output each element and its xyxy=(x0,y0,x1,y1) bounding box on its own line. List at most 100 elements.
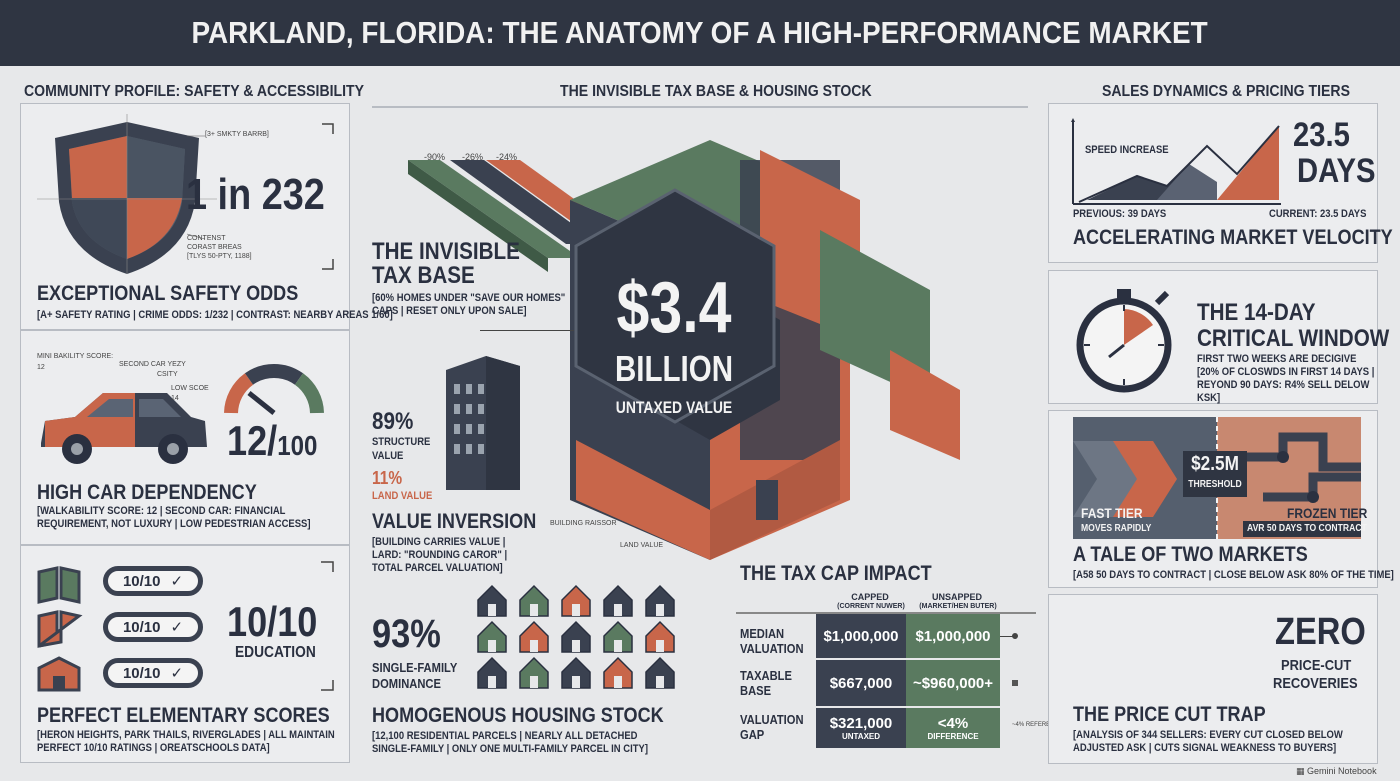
car-heading: HIGH CAR DEPENDENCY xyxy=(37,481,257,504)
check-icon: ✓ xyxy=(170,619,184,636)
velocity-chart-icon xyxy=(1071,118,1281,205)
value-inversion-detail: [BUILDING CARRIES VALUE | LARD: "ROUNDIN… xyxy=(372,536,508,574)
car-label-low-score: LOW SCOE xyxy=(171,385,209,392)
ribbon-label-1: -90% xyxy=(424,152,446,162)
house-icon xyxy=(645,620,675,653)
car-stat-sep: / xyxy=(267,417,278,464)
tax-row1-capped-value: $1,000,000 xyxy=(823,627,899,645)
price-cut-detail: [ANALYSIS OF 344 SELLERS: EVERY CUT CLOS… xyxy=(1073,729,1343,754)
tax-row2-label-1: TAXABLE xyxy=(740,668,792,683)
tax-cap-heading: THE TAX CAP IMPACT xyxy=(740,562,932,585)
window-heading-1: THE 14-DAY xyxy=(1197,299,1316,326)
car-stat-denom: 100 xyxy=(277,430,318,461)
label-land: LAND VALUE xyxy=(620,542,664,549)
stopwatch-icon xyxy=(1076,289,1172,393)
edu-corner-marks xyxy=(321,561,334,691)
safety-stat: 1 in 232 xyxy=(186,170,325,219)
tax-cap-col-uncapped: UNSAPPED xyxy=(931,592,982,602)
house-icon xyxy=(519,656,549,689)
housing-label-2: DOMINANCE xyxy=(372,676,441,691)
ribbon-label-2: -26% xyxy=(462,152,484,162)
fast-tier-sub: MOVES RAPIDLY xyxy=(1081,523,1152,534)
car-label-walkability: MINI BAKILITY SCORE: xyxy=(37,353,114,360)
middle-divider xyxy=(372,106,1028,108)
structure-label-2: VALUE xyxy=(372,450,404,462)
left-column-header: COMMUNITY PROFILE: SAFETY & ACCESSIBILIT… xyxy=(24,83,365,100)
safety-callout-bottom-1: CONTENST xyxy=(187,235,226,242)
house-grid xyxy=(474,582,694,692)
edu-score-pill-1: 10/10 ✓ xyxy=(103,566,203,596)
velocity-current: CURRENT: 23.5 DAYS xyxy=(1269,208,1367,220)
edu-detail: [HERON HEIGHTS, PARK THAILS, RIVERGLADES… xyxy=(37,729,335,754)
house-icon xyxy=(603,620,633,653)
tax-cap-col-capped: CAPPED xyxy=(851,592,889,602)
car-stat-main: 12 xyxy=(227,417,268,464)
tax-row3-label-2: GAP xyxy=(740,727,765,742)
tax-row3-uncapped-value: <4% xyxy=(937,715,969,732)
housing-label-1: SINGLE-FAMILY xyxy=(372,660,458,675)
frozen-tier-title: FROZEN TIER xyxy=(1287,505,1368,521)
house-icons xyxy=(477,584,675,689)
structure-pct: 89% xyxy=(372,408,414,435)
safety-callout-top: [3+ SMKTY BARRB] xyxy=(205,131,269,138)
price-cut-stat: ZERO xyxy=(1275,611,1366,653)
edu-stat-label: EDUCATION xyxy=(235,644,316,661)
tower-building-icon xyxy=(446,356,520,490)
price-cut-heading: THE PRICE CUT TRAP xyxy=(1073,703,1266,726)
right-column-header: SALES DYNAMICS & PRICING TIERS xyxy=(1102,83,1350,100)
tax-row3-uncapped: <4% DIFFERENCE xyxy=(906,708,1000,748)
car-label-second-car: SECOND CAR YEZY xyxy=(119,361,186,368)
car-icon xyxy=(41,393,207,464)
edu-score-1: 10/10 xyxy=(122,572,161,590)
tax-row3-uncapped-sub: DIFFERENCE xyxy=(927,732,979,741)
house-icon xyxy=(519,584,549,617)
edu-score-2: 10/10 xyxy=(122,618,161,636)
housing-heading: HOMOGENOUS HOUSING STOCK xyxy=(372,704,664,727)
window-panel: THE 14-DAY CRITICAL WINDOW FIRST TWO WEE… xyxy=(1048,270,1389,404)
velocity-panel: SPEED INCREASE 23.5 DAYS PREVIOUS: 39 DA… xyxy=(1048,103,1393,263)
tax-row2-capped-value: $667,000 xyxy=(829,674,893,692)
check-icon: ✓ xyxy=(170,573,184,590)
row1-connector xyxy=(1000,636,1014,637)
window-detail: [20% OF CLOSWDS IN FIRST 14 DAYS | REYON… xyxy=(1197,366,1375,404)
velocity-previous: PREVIOUS: 39 DAYS xyxy=(1073,208,1167,220)
price-cut-stat-2: RECOVERIES xyxy=(1273,675,1358,692)
tax-row2-label-2: BASE xyxy=(740,683,772,698)
label-building: BUILDING RAISSOR xyxy=(550,520,617,527)
tax-base-big-unit: BILLION xyxy=(614,348,734,389)
house-icon xyxy=(561,656,591,689)
edu-score-pill-2: 10/10 ✓ xyxy=(103,612,203,642)
house-icon xyxy=(603,584,633,617)
house-icon xyxy=(645,656,675,689)
middle-column-header: THE INVISIBLE TAX BASE & HOUSING STOCK xyxy=(560,83,872,100)
housing-stat: 93% xyxy=(372,612,441,656)
threshold-label: THRESHOLD xyxy=(1188,479,1242,490)
leader-line xyxy=(480,330,574,331)
threshold-box xyxy=(1183,451,1247,497)
education-panel: 10/10 ✓ 10/10 ✓ 10/10 ✓ 10/10 EDUCATION PER… xyxy=(20,545,350,763)
row2-dot xyxy=(1012,680,1018,686)
tax-row3-capped-value: $321,000 xyxy=(829,715,893,732)
speed-increase-label: SPEED INCREASE xyxy=(1085,144,1169,156)
check-icon: ✓ xyxy=(170,665,184,682)
structure-label-1: STRUCTURE xyxy=(372,436,431,448)
frozen-tier-sub: AVR 50 DAYS TO CONTRACT xyxy=(1247,523,1367,534)
edu-heading: PERFECT ELEMENTARY SCORES xyxy=(37,704,330,727)
car-label-walkability-value: 12 xyxy=(37,364,45,371)
tax-cap-col-capped-sub: (CORRENT NUWER) xyxy=(837,603,905,610)
tax-row2-uncapped-value: ~$960,000+ xyxy=(912,674,994,692)
edu-score-pill-3: 10/10 ✓ xyxy=(103,658,203,688)
car-label-second-car-b: CSITY xyxy=(157,371,178,378)
notebook-icon: ▦ xyxy=(1296,766,1305,776)
frozen-tier-sub-bg xyxy=(1243,521,1361,537)
tax-row1-uncapped-value: $1,000,000 xyxy=(915,627,991,645)
house-icon xyxy=(477,656,507,689)
tax-base-detail: [60% HOMES UNDER "SAVE OUR HOMES" CAPS |… xyxy=(372,292,566,317)
price-cut-stat-1: PRICE-CUT xyxy=(1281,657,1352,674)
car-stat: 12/100 xyxy=(227,417,317,465)
safety-panel: [3+ SMKTY BARRB] CONTENST CORAST BREAS [… xyxy=(20,103,393,330)
safety-detail: [A+ SAFETY RATING | CRIME ODDS: 1/232 | … xyxy=(37,309,393,321)
tax-base-heading-1: THE INVISIBLE xyxy=(372,238,520,265)
tax-row1-label-1: MEDIAN xyxy=(740,626,785,641)
velocity-stat-2: DAYS xyxy=(1297,152,1376,190)
